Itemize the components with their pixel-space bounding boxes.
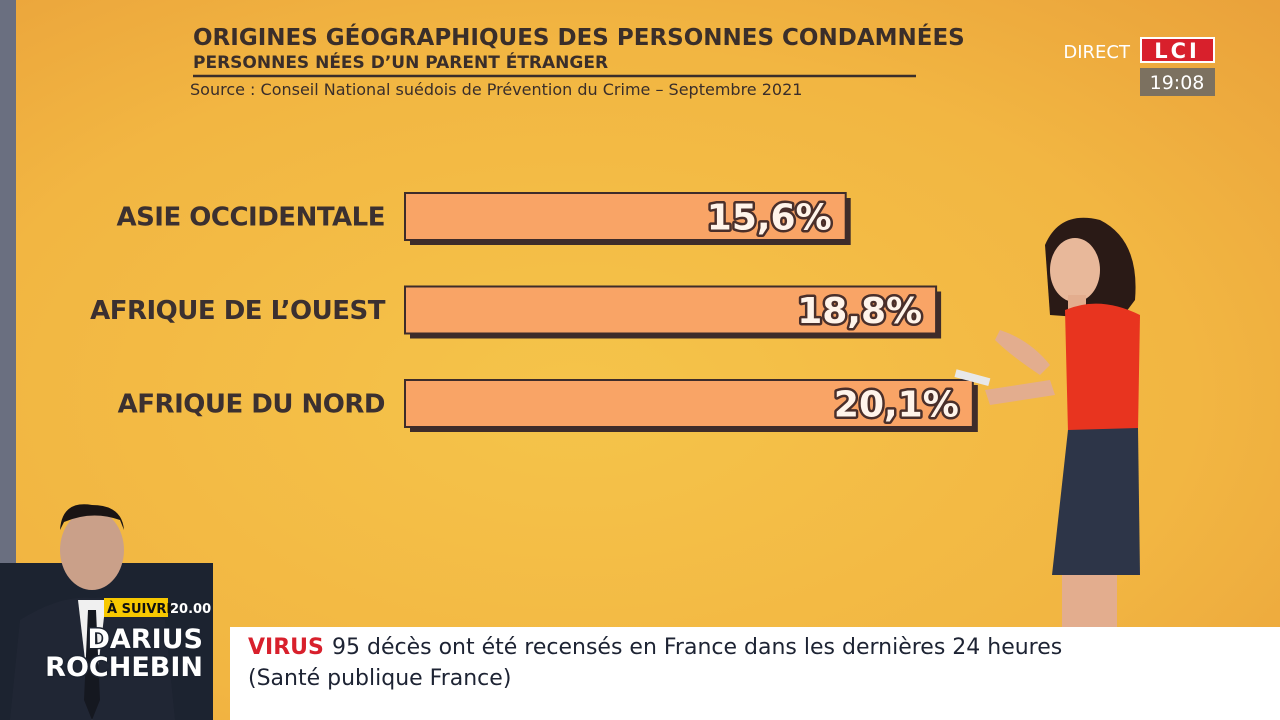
bar: [404, 379, 974, 428]
ticker-tag: VIRUS: [248, 635, 324, 660]
time-box: [1140, 68, 1215, 96]
promo-time: 20.00: [170, 602, 211, 617]
logo-text: LCI: [1154, 39, 1200, 63]
bar: [404, 192, 847, 241]
chart-subtitle: PERSONNES NÉES D’UN PARENT ÉTRANGER: [193, 51, 608, 73]
host-face: [60, 510, 124, 590]
promo-label: À SUIVRE: [107, 601, 175, 617]
promo-name: ROCHEBIN: [45, 652, 203, 683]
ticker-text: 95 décès ont été recensés en France dans…: [332, 635, 1062, 660]
category-label: AFRIQUE DE L’OUEST: [90, 296, 386, 326]
clock: 19:08: [1150, 72, 1205, 94]
promo-label-box: [104, 598, 168, 617]
promo-name: DARIUS: [87, 624, 203, 655]
category-label: AFRIQUE DU NORD: [118, 390, 385, 420]
chart-title: ORIGINES GÉOGRAPHIQUES DES PERSONNES CON…: [193, 23, 965, 51]
bar-group: 15,6% ASIE OCCIDENTALE 18,8% AFRIQUE DE L’O…: [90, 192, 978, 432]
promo-panel: À SUIVRE 20.00 DARIUS ROCHEBIN: [0, 504, 213, 720]
chart-source: Source : Conseil National suédois de Pré…: [190, 80, 802, 99]
live-label: DIRECT: [1063, 42, 1131, 63]
value-label: 18,8%: [797, 291, 922, 332]
value-label: 20,1%: [834, 385, 959, 426]
presenter: [954, 217, 1140, 627]
bar: [404, 285, 938, 335]
value-label: 15,6%: [707, 198, 832, 239]
ticker-text: (Santé publique France): [248, 666, 511, 691]
screen-edge: [0, 0, 16, 720]
ticker-box: [230, 627, 1280, 720]
logo-fill: [1142, 39, 1213, 61]
category-label: ASIE OCCIDENTALE: [116, 203, 385, 233]
